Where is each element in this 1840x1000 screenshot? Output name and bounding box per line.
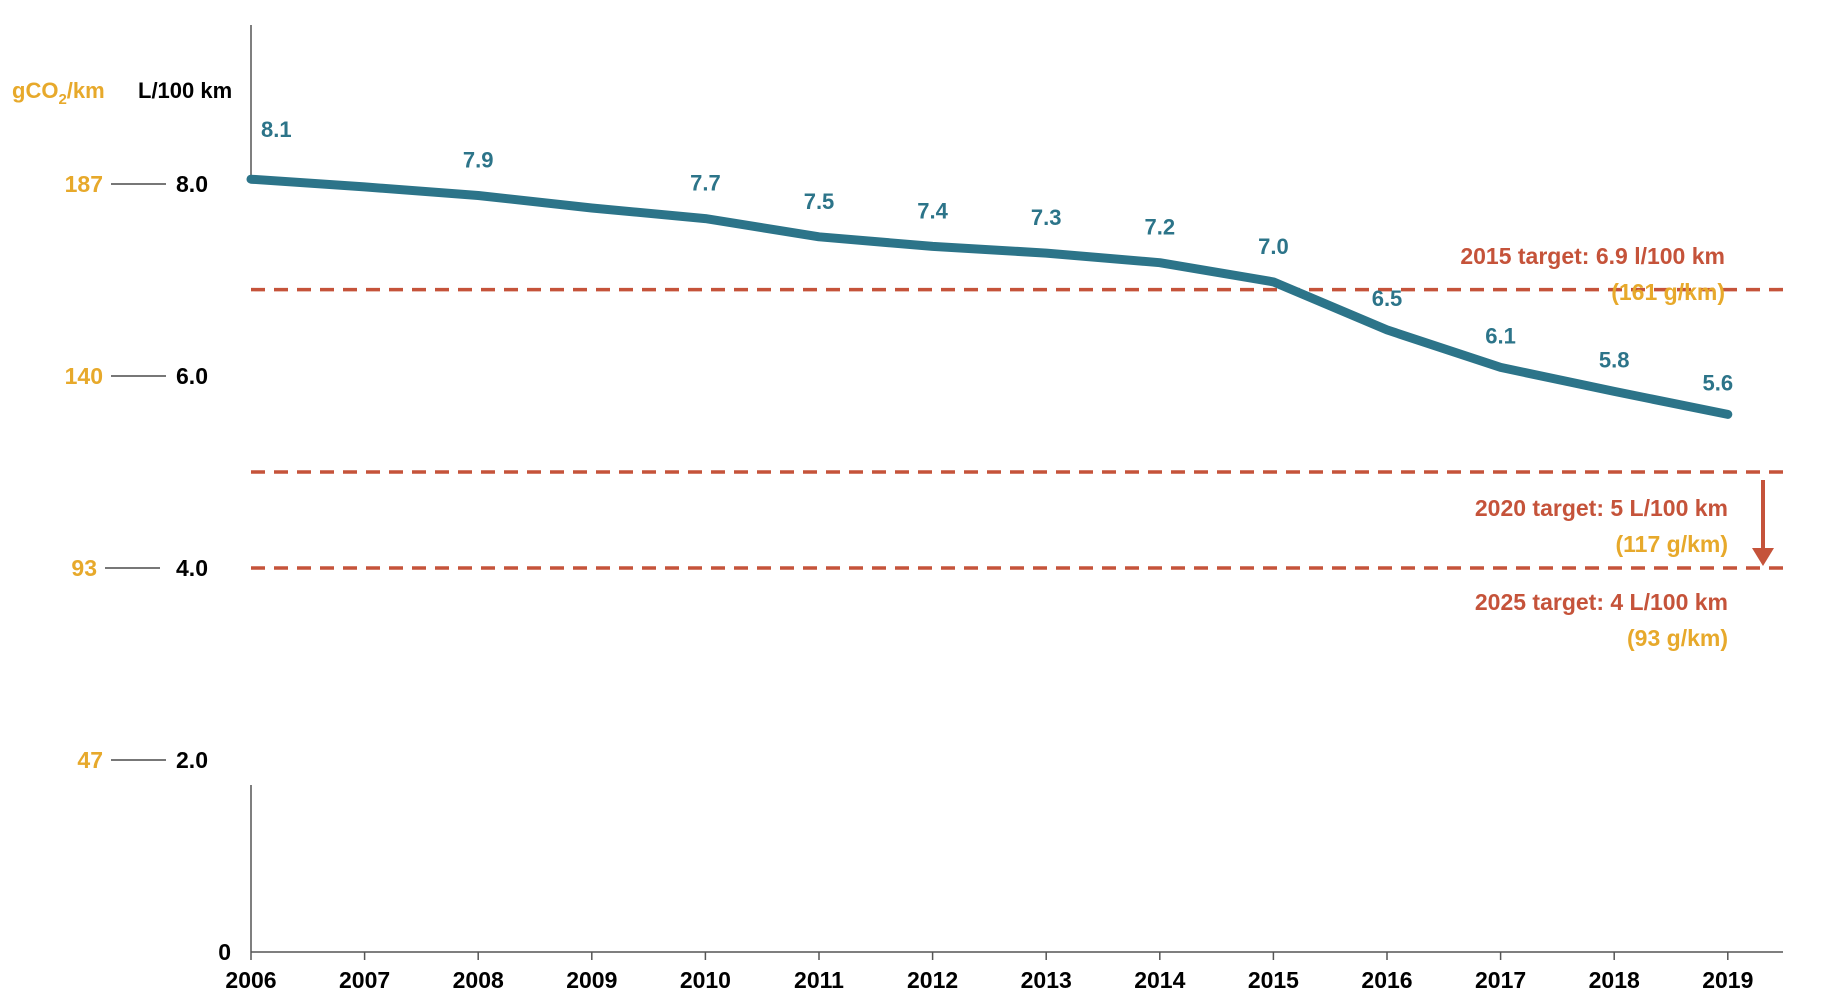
data-label-2018: 5.8 bbox=[1599, 347, 1630, 372]
x-tick-label-2014: 2014 bbox=[1134, 967, 1185, 993]
target-arrow-head bbox=[1752, 548, 1774, 566]
x-tick-label-2015: 2015 bbox=[1248, 967, 1299, 993]
co2-tick-label-187: 187 bbox=[65, 171, 103, 197]
x-tick-label-2013: 2013 bbox=[1021, 967, 1072, 993]
target-sub-1: (117 g/km) bbox=[1616, 531, 1729, 557]
x-tick-label-2019: 2019 bbox=[1702, 967, 1753, 993]
data-label-2019: 5.6 bbox=[1703, 370, 1734, 395]
data-label-2014: 7.2 bbox=[1145, 215, 1176, 240]
co2-tick-label-47: 47 bbox=[77, 747, 103, 773]
x-tick-label-2011: 2011 bbox=[794, 967, 844, 993]
co2-tick-label-140: 140 bbox=[65, 363, 103, 389]
y-tick-label-0: 0 bbox=[218, 939, 231, 965]
target-title-0: 2015 target: 6.9 l/100 km bbox=[1460, 243, 1725, 269]
target-sub-0: (161 g/km) bbox=[1611, 279, 1725, 305]
series-line bbox=[246, 174, 1733, 419]
target-lines-layer bbox=[251, 287, 1789, 570]
target-title-2: 2025 target: 4 L/100 km bbox=[1475, 589, 1728, 615]
data-label-2006: 8.1 bbox=[261, 117, 292, 142]
x-tick-label-2007: 2007 bbox=[339, 967, 390, 993]
x-tick-label-2017: 2017 bbox=[1475, 967, 1526, 993]
data-label-2015: 7.0 bbox=[1258, 234, 1289, 259]
data-label-2016: 6.5 bbox=[1372, 286, 1403, 311]
fuel-unit-label: L/100 km bbox=[138, 78, 232, 103]
axes-layer bbox=[105, 25, 1783, 960]
co2-unit-label: gCO2/km bbox=[12, 78, 105, 108]
x-tick-label-2006: 2006 bbox=[225, 967, 276, 993]
x-tick-label-2018: 2018 bbox=[1589, 967, 1640, 993]
data-label-2013: 7.3 bbox=[1031, 205, 1062, 230]
data-label-2011: 7.5 bbox=[804, 189, 835, 214]
data-label-2012: 7.4 bbox=[917, 198, 948, 223]
x-tick-label-2016: 2016 bbox=[1361, 967, 1412, 993]
data-label-2008: 7.9 bbox=[463, 148, 494, 173]
x-tick-label-2010: 2010 bbox=[680, 967, 731, 993]
series-layer bbox=[246, 174, 1733, 419]
data-label-2017: 6.1 bbox=[1485, 323, 1516, 348]
data-label-2010: 7.7 bbox=[690, 171, 721, 196]
y-tick-label-2.0: 2.0 bbox=[176, 747, 208, 773]
y-tick-label-6.0: 6.0 bbox=[176, 363, 208, 389]
y-tick-label-8.0: 8.0 bbox=[176, 171, 208, 197]
labels-layer: 2006 2007 2008 2009 2010 2011 2012 2013 2014 2015… bbox=[12, 78, 1753, 993]
x-tick-label-2008: 2008 bbox=[453, 967, 504, 993]
y-tick-label-4.0: 4.0 bbox=[176, 555, 208, 581]
co2-tick-label-93: 93 bbox=[71, 555, 97, 581]
x-tick-label-2009: 2009 bbox=[566, 967, 617, 993]
target-sub-2: (93 g/km) bbox=[1627, 625, 1728, 651]
x-tick-label-2012: 2012 bbox=[907, 967, 958, 993]
target-title-1: 2020 target: 5 L/100 km bbox=[1475, 495, 1728, 521]
